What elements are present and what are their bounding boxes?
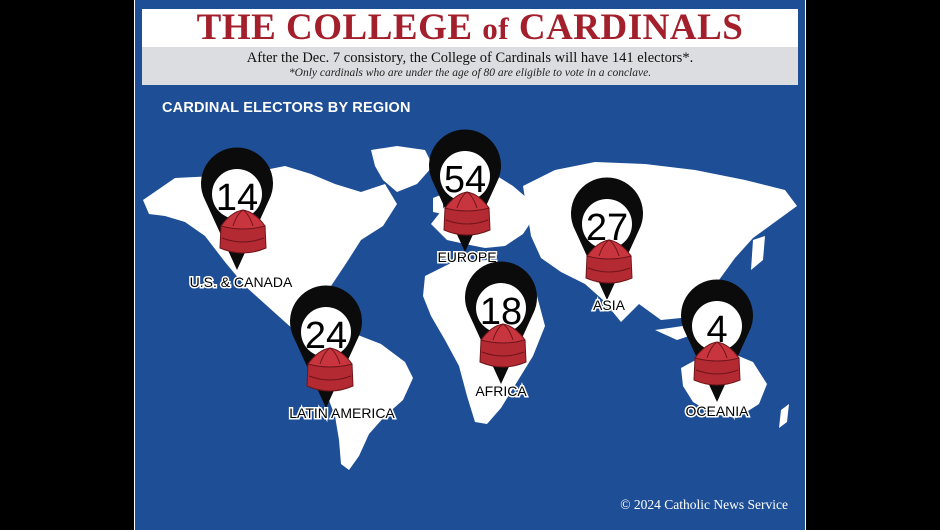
region-marker-oceania: 4 OCEANIA (681, 279, 753, 421)
copyright-credit: © 2024 Catholic News Service (620, 497, 788, 512)
region-label: OCEANIA (685, 403, 749, 419)
region-marker-asia: 27 ASIA (571, 177, 643, 315)
region-marker-europe: 54 EUROPE (429, 129, 501, 267)
pin-inner-circle (476, 283, 526, 333)
title-of: of (482, 10, 510, 46)
title-main: THE COLLEGE (196, 6, 483, 48)
region-label: EUROPE (437, 249, 496, 265)
japan-islands (751, 236, 765, 270)
subtitle: After the Dec. 7 consistory, the College… (246, 50, 694, 66)
elector-count: 18 (480, 291, 522, 333)
subtitle-bar: After the Dec. 7 consistory, the College… (142, 47, 798, 85)
elector-count: 27 (586, 207, 628, 249)
region-marker-latin-america: 24 LATIN AMERICA (288, 285, 397, 423)
region-label: U.S. & CANADA (190, 274, 293, 290)
greenland-landmass (371, 146, 433, 192)
pin-inner-circle (440, 151, 490, 201)
section-title: CARDINAL ELECTORS BY REGION (162, 100, 411, 116)
pin-inner-circle (582, 199, 632, 249)
elector-count: 54 (444, 159, 486, 201)
page-title: THE COLLEGE of CARDINALS (196, 6, 744, 48)
footnote: *Only cardinals who are under the age of… (288, 67, 652, 79)
pin-inner-circle (301, 307, 351, 357)
world-map: 14 U.S. & CANADA 54 EUROPE 27 ASIA 24 LA… (135, 0, 805, 530)
title-banner: THE COLLEGE of CARDINALS (142, 6, 798, 48)
region-label: ASIA (593, 297, 626, 313)
title-end: CARDINALS (509, 6, 744, 48)
pin-inner-circle (212, 169, 262, 219)
elector-count: 24 (305, 315, 347, 357)
north-america-landmass (143, 166, 397, 338)
elector-count: 14 (216, 177, 258, 219)
pin-inner-circle (692, 301, 742, 351)
region-label: AFRICA (475, 383, 527, 399)
elector-count: 4 (706, 309, 727, 351)
region-marker-africa: 18 AFRICA (465, 261, 537, 401)
region-label: LATIN AMERICA (289, 405, 395, 421)
region-marker-us-canada: 14 U.S. & CANADA (188, 147, 295, 292)
infographic: 14 U.S. & CANADA 54 EUROPE 27 ASIA 24 LA… (134, 0, 806, 530)
uk-islands (433, 194, 443, 214)
new-zealand-islands (779, 404, 789, 428)
